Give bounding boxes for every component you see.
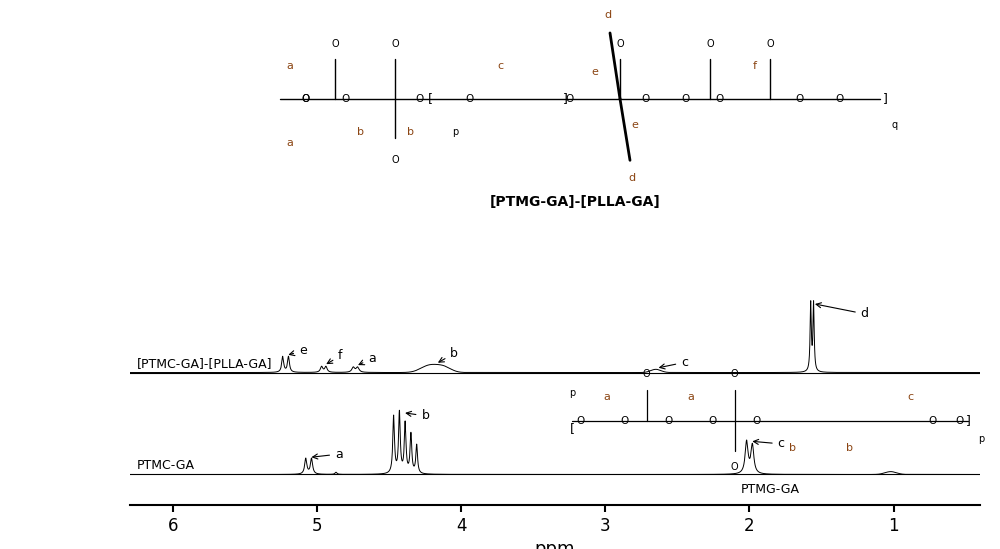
Text: O: O [731,462,739,472]
Text: O: O [566,94,574,104]
Text: [: [ [570,422,574,435]
Text: O: O [716,94,724,104]
Text: O: O [621,416,629,425]
Text: f: f [327,350,343,363]
Text: O: O [641,94,649,104]
Text: O: O [391,155,399,165]
Text: O: O [796,94,804,104]
Text: p: p [569,388,575,398]
Text: [: [ [428,92,432,105]
Text: O: O [466,94,474,104]
Text: a: a [313,447,343,461]
Text: c: c [497,61,503,71]
Text: [PTMG-GA]-[PLLA-GA]: [PTMG-GA]-[PLLA-GA] [490,195,660,209]
Text: c: c [660,356,688,369]
Text: PTMG-GA: PTMG-GA [740,483,800,496]
Text: O: O [391,39,399,49]
Text: O: O [929,416,937,425]
Text: b: b [788,443,796,453]
Text: O: O [836,94,844,104]
Text: O: O [955,416,963,425]
Text: p: p [452,127,458,137]
Text: O: O [709,416,717,425]
Text: d: d [604,10,612,20]
Text: O: O [731,369,739,379]
Text: O: O [753,416,761,425]
Text: ]: ] [563,92,567,105]
Text: c: c [753,438,785,450]
Text: q: q [892,120,898,130]
Text: O: O [681,94,689,104]
Text: O: O [665,416,673,425]
Text: O: O [301,94,309,104]
Text: O: O [301,94,309,104]
Text: a: a [604,393,611,402]
Text: e: e [592,68,598,77]
Text: b: b [846,443,853,453]
Text: O: O [577,416,585,425]
Text: p: p [978,434,984,444]
Text: e: e [632,120,638,130]
Text: [PTMC-GA]-[PLLA-GA]: [PTMC-GA]-[PLLA-GA] [137,357,273,371]
Text: O: O [341,94,349,104]
Text: d: d [816,302,869,321]
Text: ]: ] [883,92,887,105]
Text: c: c [908,393,914,402]
Text: b: b [439,347,458,362]
Text: b: b [406,410,429,422]
X-axis label: ppm: ppm [535,540,575,549]
Text: ]: ] [966,414,970,427]
Text: O: O [616,39,624,49]
Text: O: O [706,39,714,49]
Text: O: O [416,94,424,104]
Text: b: b [356,127,364,137]
Text: a: a [687,393,694,402]
Text: d: d [628,173,636,183]
Text: f: f [753,61,757,71]
Text: O: O [766,39,774,49]
Text: a: a [287,138,293,148]
Text: a: a [359,352,376,365]
Text: e: e [289,344,307,357]
Text: PTMC-GA: PTMC-GA [137,460,195,473]
Text: a: a [287,61,293,71]
Text: O: O [331,39,339,49]
Text: O: O [643,369,651,379]
Text: b: b [406,127,414,137]
